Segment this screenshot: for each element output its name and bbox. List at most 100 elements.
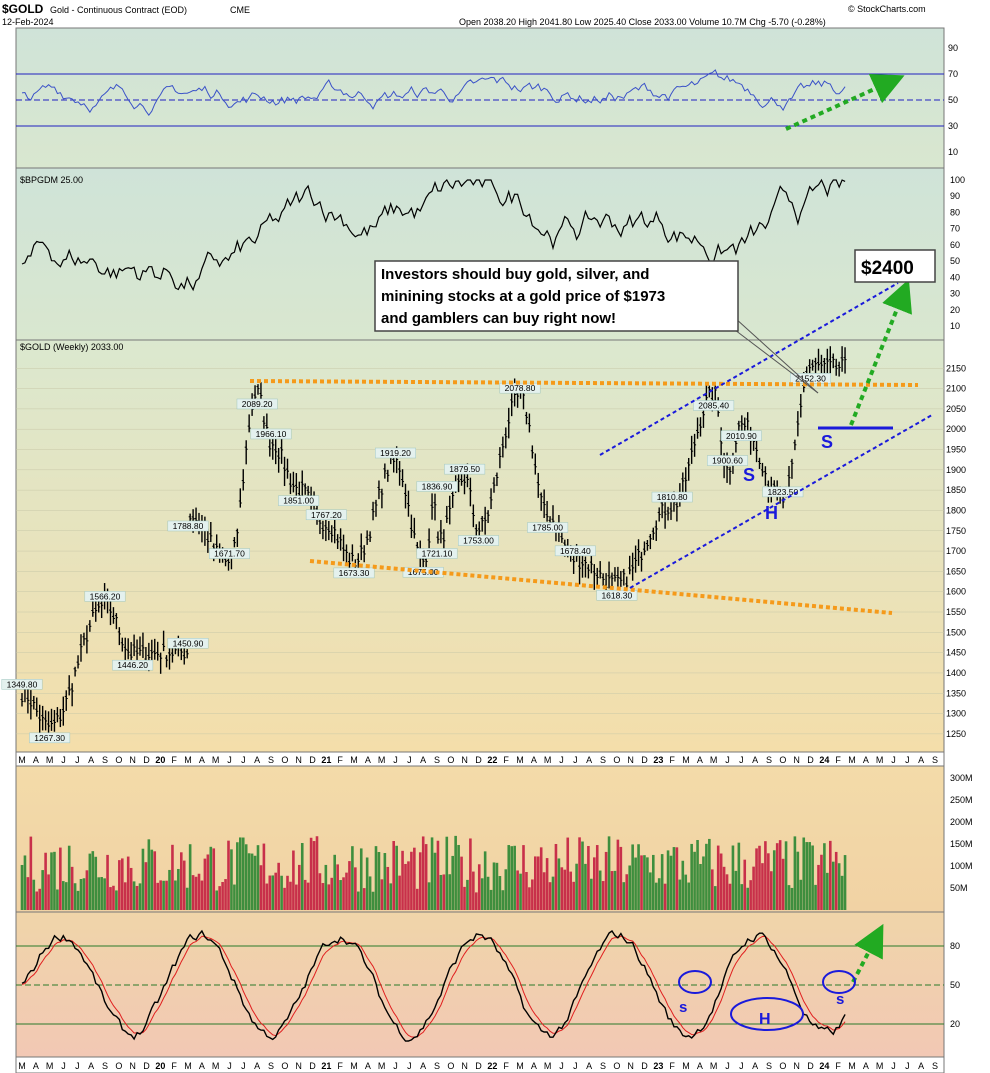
volume-bar xyxy=(454,835,457,910)
price-label-bg xyxy=(416,548,458,559)
volume-bar xyxy=(380,879,384,910)
price-tick: 1550 xyxy=(946,607,966,617)
month-label: J xyxy=(559,1061,564,1071)
volume-bar xyxy=(522,845,525,910)
month-label: O xyxy=(281,1061,288,1071)
month-label: F xyxy=(171,755,177,765)
volume-bar xyxy=(513,845,516,910)
month-label: M xyxy=(350,755,358,765)
volume-bar xyxy=(150,849,154,910)
stoch-head-ellipse xyxy=(730,997,804,1031)
volume-bar xyxy=(475,892,478,910)
volume-bar xyxy=(345,872,348,910)
volume-bar xyxy=(418,852,422,910)
volume-bar xyxy=(705,843,708,910)
volume-bar xyxy=(539,847,543,910)
volume-bar xyxy=(398,875,401,910)
month-label: J xyxy=(905,755,910,765)
volume-bar xyxy=(286,875,289,910)
volume-bar xyxy=(339,880,342,910)
month-label: A xyxy=(863,1061,869,1071)
x-axis-months: MMAAMMJJJJAASSOONNDD2020FFMMAAMMJJJJAASS… xyxy=(18,755,938,1071)
volume-bar xyxy=(47,874,50,910)
volume-bar xyxy=(663,883,667,910)
month-label: S xyxy=(766,755,772,765)
price-label-bg xyxy=(693,400,735,411)
volume-bar xyxy=(126,856,130,910)
volume-bar xyxy=(657,878,661,910)
volume-bar xyxy=(56,889,59,910)
volume-bar xyxy=(76,890,80,910)
volume-bar xyxy=(728,883,732,910)
volume-bar xyxy=(330,877,334,910)
volume-bar xyxy=(103,878,106,910)
volume-bar xyxy=(244,844,248,910)
volume-bar xyxy=(666,850,670,910)
month-label: N xyxy=(295,755,302,765)
month-label: J xyxy=(241,1061,246,1071)
volume-bar xyxy=(121,858,124,910)
volume-bar xyxy=(171,844,174,910)
month-label: N xyxy=(793,1061,800,1071)
volume-bar xyxy=(239,837,242,910)
month-label: A xyxy=(199,755,205,765)
volume-bar xyxy=(634,857,637,910)
volume-bar xyxy=(445,836,449,910)
month-label: S xyxy=(268,755,274,765)
volume-bar xyxy=(489,889,493,910)
month-label: N xyxy=(295,1061,302,1071)
rsi-arrow xyxy=(785,74,905,131)
month-label: M xyxy=(378,1061,386,1071)
volume-bar xyxy=(392,841,395,910)
volume-bar xyxy=(713,886,717,910)
price-tick: 1250 xyxy=(946,729,966,739)
month-label: J xyxy=(891,755,896,765)
price-label-bg xyxy=(278,495,320,506)
month-label: S xyxy=(102,755,108,765)
bpgdm-line xyxy=(21,178,846,292)
month-label: D xyxy=(641,755,648,765)
month-label: M xyxy=(682,1061,690,1071)
month-label: O xyxy=(115,755,122,765)
volume-bar xyxy=(764,841,767,910)
volume-bar xyxy=(607,836,611,910)
volume-tick: 100M xyxy=(950,861,973,871)
left-shoulder-label: S xyxy=(743,465,755,485)
volume-bar xyxy=(383,853,387,910)
volume-bar xyxy=(616,839,620,910)
price-label-bg xyxy=(651,491,693,503)
volume-bar xyxy=(631,844,634,910)
rsi-series xyxy=(21,69,846,117)
month-label: N xyxy=(461,1061,468,1071)
volume-bar xyxy=(253,855,257,910)
volume-bar xyxy=(53,851,56,910)
volume-bar xyxy=(271,875,275,910)
month-label: A xyxy=(531,755,537,765)
volume-bar xyxy=(492,862,496,910)
month-label: S xyxy=(932,755,938,765)
month-label: A xyxy=(863,755,869,765)
month-label: D xyxy=(309,755,316,765)
volume-bar xyxy=(79,879,83,910)
month-label: F xyxy=(171,1061,177,1071)
month-label: M xyxy=(544,755,552,765)
month-label: J xyxy=(61,755,66,765)
month-label: F xyxy=(503,1061,509,1071)
volume-bar xyxy=(389,883,393,910)
volume-bar xyxy=(416,888,419,910)
month-label: D xyxy=(475,1061,482,1071)
month-label: A xyxy=(697,1061,703,1071)
month-label: D xyxy=(309,1061,316,1071)
volume-bar xyxy=(182,860,186,910)
volume-bar xyxy=(808,842,811,910)
bpgdm-tick: 30 xyxy=(950,289,960,299)
volume-bar xyxy=(563,869,567,910)
month-label: A xyxy=(697,755,703,765)
upper-channel-line xyxy=(599,282,899,456)
volume-bar xyxy=(793,836,797,910)
price-label-bg xyxy=(554,545,596,557)
month-label: N xyxy=(461,755,468,765)
volume-bar xyxy=(153,851,157,910)
price-label: 1851.00 xyxy=(283,496,314,506)
month-label: O xyxy=(447,755,454,765)
